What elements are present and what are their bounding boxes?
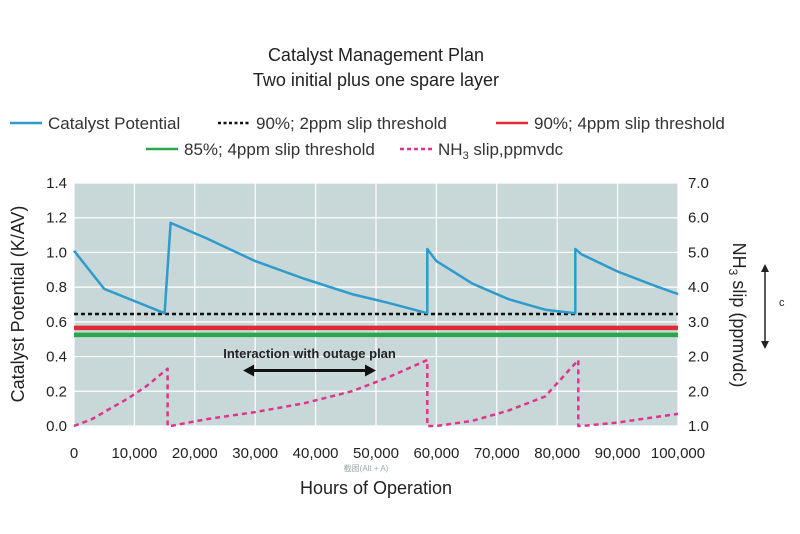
- legend-label-main: NH: [438, 140, 463, 159]
- legend-label-main: Catalyst Potential: [48, 114, 180, 133]
- x-tick-label: 80,000: [534, 445, 580, 462]
- legend-label-main: 90%; 4ppm slip threshold: [534, 114, 725, 133]
- annotation-group: Interaction with outage plan: [223, 346, 396, 377]
- y-right-tick-label: 2.0: [688, 383, 709, 400]
- legend-label: 85%; 4ppm slip threshold: [184, 140, 375, 159]
- y-left-tick-label: 0.6: [46, 314, 67, 331]
- chart-title: Catalyst Management Plan: [268, 45, 484, 65]
- y-axis-label-right-main: NH: [729, 243, 749, 269]
- y-left-tick-label: 0.0: [46, 418, 67, 435]
- y-right-tick-label: 2.0: [688, 349, 709, 366]
- series-group: [73, 221, 679, 428]
- y-left-tick-label: 0.4: [46, 349, 67, 366]
- series-line-nh3-slip-ppmvdc: [73, 358, 679, 428]
- x-tick-label: 90,000: [595, 445, 641, 462]
- x-tick-label: 40,000: [293, 445, 339, 462]
- y-right-tick-label: 1.0: [688, 418, 709, 435]
- y-axis-label-right: NH3 slip (ppmvdc): [726, 243, 749, 388]
- y-left-tick-label: 1.0: [46, 244, 67, 261]
- x-axis-label: Hours of Operation: [300, 478, 452, 498]
- y-right-tick-labels: 1.0 2.0 2.0 3.0 4.0 5.0 6.0 7.0: [688, 175, 709, 435]
- x-tick-label: 30,000: [232, 445, 278, 462]
- x-tick-label: 60,000: [413, 445, 459, 462]
- y-left-tick-label: 0.8: [46, 279, 67, 296]
- x-tick-labels: 0 10,000 20,000 30,000 40,000 50,000 60,000 70,…: [70, 445, 705, 462]
- legend-label-sub: 3: [463, 150, 469, 162]
- y-left-tick-labels: 0.0 0.2 0.4 0.6 0.8 1.0 1.2 1.4: [46, 175, 67, 435]
- x-tick-label: 50,000: [353, 445, 399, 462]
- y-axis-label-left: Catalyst Potential (K/AV): [8, 206, 28, 403]
- y-right-tick-label: 5.0: [688, 244, 709, 261]
- x-tick-label: 10,000: [111, 445, 157, 462]
- legend-label-tail: slip,ppmvdc: [469, 140, 564, 159]
- x-tick-label: 100,000: [651, 445, 705, 462]
- annotation-text: Interaction with outage plan: [223, 346, 396, 361]
- x-tick-label: 0: [70, 445, 78, 462]
- grid: [73, 182, 679, 427]
- chart-subtitle: Two initial plus one spare layer: [253, 70, 499, 90]
- legend-label-main: 85%; 4ppm slip threshold: [184, 140, 375, 159]
- y-left-tick-label: 0.2: [46, 383, 67, 400]
- y-right-tick-label: 6.0: [688, 210, 709, 227]
- y-axis-label-right-sub: 3: [726, 269, 740, 276]
- x-tick-label: 70,000: [474, 445, 520, 462]
- legend-label: 90%; 2ppm slip threshold: [256, 114, 447, 133]
- legend-label-main: 90%; 2ppm slip threshold: [256, 114, 447, 133]
- x-tick-label: 20,000: [172, 445, 218, 462]
- y-left-tick-label: 1.4: [46, 175, 67, 192]
- annotation-arrowhead-right: [365, 364, 376, 377]
- legend-label: NH3 slip,ppmvdc: [438, 140, 564, 162]
- y-right-tick-label: 7.0: [688, 175, 709, 192]
- y-right-tick-label: 4.0: [688, 279, 709, 296]
- side-marker-letter: c: [779, 297, 785, 309]
- legend-label: 90%; 4ppm slip threshold: [534, 114, 725, 133]
- y-axis-label-right-tail: slip (ppmvdc): [729, 275, 749, 387]
- annotation-arrowhead-left: [243, 364, 255, 377]
- side-marker: c: [761, 264, 785, 349]
- watermark: 截图(Alt + A): [344, 463, 389, 473]
- y-right-tick-label: 3.0: [688, 314, 709, 331]
- series-line-catalyst-potential: [73, 221, 679, 315]
- legend-label: Catalyst Potential: [48, 114, 180, 133]
- y-left-tick-label: 1.2: [46, 210, 67, 227]
- legend: Catalyst Potential 90%; 2ppm slip thresho…: [10, 114, 725, 162]
